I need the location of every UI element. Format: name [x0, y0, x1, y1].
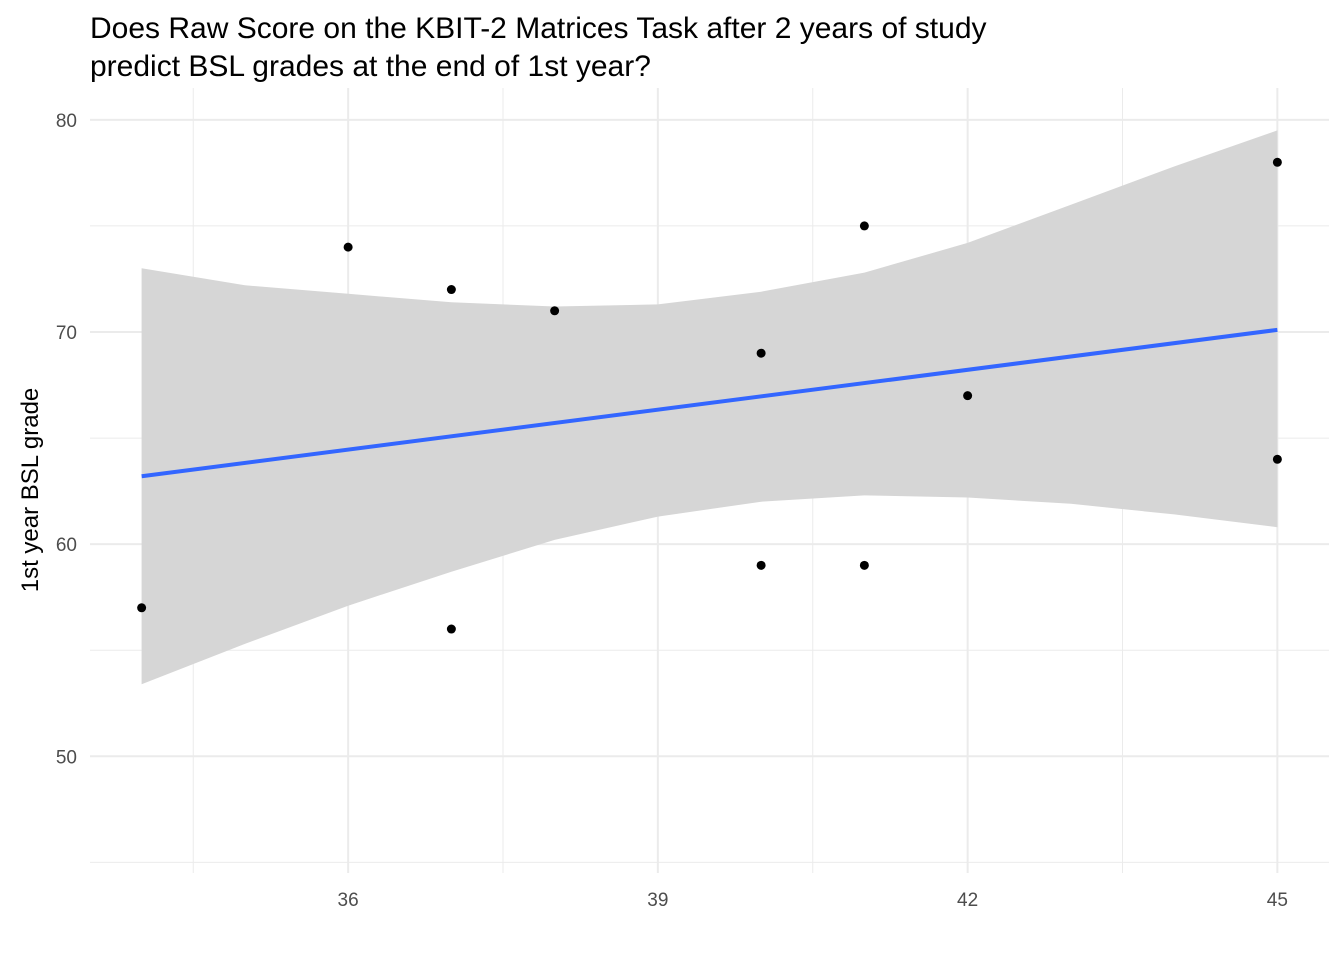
data-point [446, 285, 456, 295]
data-point [859, 560, 869, 570]
data-point [550, 306, 560, 316]
regression-line [141, 327, 1278, 479]
chart-title-line-1: Does Raw Score on the KBIT-2 Matrices Ta… [90, 12, 987, 45]
x-tick-label: 39 [647, 890, 668, 911]
data-point [1272, 157, 1282, 167]
data-point [1272, 454, 1282, 464]
x-tick-label: 45 [1267, 890, 1288, 911]
data-point [963, 391, 973, 401]
y-tick-label: 50 [56, 747, 77, 768]
data-point [859, 221, 869, 231]
data-point [137, 603, 147, 613]
x-tick-label: 36 [338, 890, 359, 911]
data-point [756, 348, 766, 358]
x-tick-label: 42 [957, 890, 978, 911]
data-point [756, 560, 766, 570]
confidence-band [141, 130, 1278, 685]
data-point [446, 624, 456, 634]
data-point [343, 242, 353, 252]
y-tick-label: 60 [56, 535, 77, 556]
y-tick-label: 80 [56, 111, 77, 132]
chart-title-line-2: predict BSL grades at the end of 1st yea… [90, 50, 651, 83]
y-tick-label: 70 [56, 323, 77, 344]
